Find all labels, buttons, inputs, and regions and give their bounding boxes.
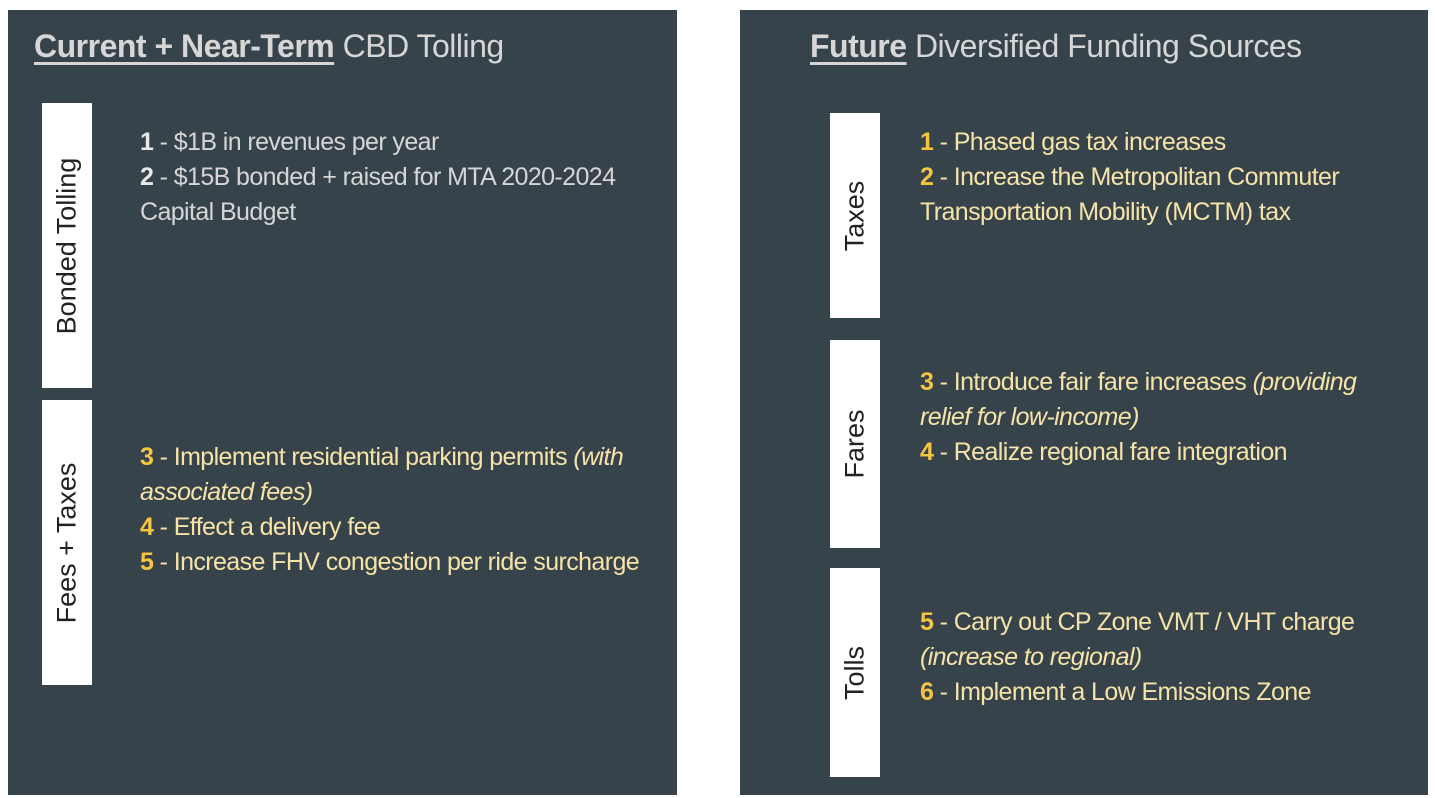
section-items: 5 - Carry out CP Zone VMT / VHT charge (… bbox=[920, 605, 1400, 710]
title-emphasis: Current + Near-Term bbox=[34, 28, 335, 64]
section-items: 1 - Phased gas tax increases 2 - Increase… bbox=[920, 125, 1400, 230]
item-number: 2 bbox=[140, 163, 154, 191]
item-number: 5 bbox=[920, 608, 934, 636]
item-note: (providing relief for low-income) bbox=[920, 368, 1357, 431]
item-text: - Implement a Low Emissions Zone bbox=[933, 678, 1312, 706]
item: 1 - $1B in revenues per year bbox=[140, 125, 640, 160]
item-number: 3 bbox=[920, 368, 934, 396]
item-text: - $1B in revenues per year bbox=[153, 128, 440, 156]
item-number: 4 bbox=[920, 438, 934, 466]
item-number: 2 bbox=[920, 163, 934, 191]
item: 2 - Increase the Metropolitan Commuter T… bbox=[920, 160, 1400, 230]
item-text: - Realize regional fare integration bbox=[933, 438, 1288, 466]
section-label-text: Taxes bbox=[839, 180, 870, 251]
item-text: - Phased gas tax increases bbox=[933, 128, 1227, 156]
item-number: 6 bbox=[920, 678, 934, 706]
section-label-text: Fees + Taxes bbox=[51, 462, 82, 623]
panel-title: Current + Near-Term CBD Tolling bbox=[34, 28, 504, 65]
item-text: - Effect a delivery fee bbox=[153, 513, 381, 541]
item-text: - Increase FHV congestion per ride surch… bbox=[153, 548, 640, 576]
section-label: Taxes bbox=[830, 113, 880, 318]
item-text: - Carry out CP Zone VMT / VHT charge bbox=[933, 608, 1355, 636]
section-label-text: Fares bbox=[839, 409, 870, 479]
item-text: - $15B bonded + raised for MTA 2020-2024… bbox=[140, 163, 616, 226]
item-text: - Introduce fair fare increases bbox=[933, 368, 1253, 396]
item-number: 5 bbox=[140, 548, 154, 576]
section-items: 1 - $1B in revenues per year 2 - $15B bon… bbox=[140, 125, 640, 230]
section-label: Fares bbox=[830, 340, 880, 548]
item-text: - Increase the Metropolitan Commuter Tra… bbox=[920, 163, 1340, 226]
item: 4 - Realize regional fare integration bbox=[920, 435, 1400, 470]
item: 6 - Implement a Low Emissions Zone bbox=[920, 675, 1400, 710]
section-items: 3 - Introduce fair fare increases (provi… bbox=[920, 365, 1400, 470]
item: 4 - Effect a delivery fee bbox=[140, 510, 640, 545]
item-text: - Implement residential parking permits bbox=[153, 443, 574, 471]
title-emphasis: Future bbox=[810, 28, 907, 64]
item-number: 3 bbox=[140, 443, 154, 471]
item-note: (increase to regional) bbox=[920, 643, 1142, 671]
panel-title: Future Diversified Funding Sources bbox=[810, 28, 1302, 65]
section-label: Fees + Taxes bbox=[42, 400, 92, 685]
item: 5 - Increase FHV congestion per ride sur… bbox=[140, 545, 640, 580]
item-note: (with associated fees) bbox=[140, 443, 624, 506]
section-label: Bonded Tolling bbox=[42, 103, 92, 388]
section-label-text: Bonded Tolling bbox=[51, 157, 82, 334]
section-items: 3 - Implement residential parking permit… bbox=[140, 440, 640, 580]
section-label: Tolls bbox=[830, 568, 880, 777]
item-number: 1 bbox=[920, 128, 934, 156]
item: 1 - Phased gas tax increases bbox=[920, 125, 1400, 160]
title-text: CBD Tolling bbox=[334, 28, 505, 64]
panel: Current + Near-Term CBD Tolling Bonded To… bbox=[8, 10, 677, 795]
item: 3 - Introduce fair fare increases (provi… bbox=[920, 365, 1400, 435]
section-label-text: Tolls bbox=[839, 645, 870, 700]
item-number: 1 bbox=[140, 128, 154, 156]
item: 3 - Implement residential parking permit… bbox=[140, 440, 640, 510]
item-number: 4 bbox=[140, 513, 154, 541]
panel: Future Diversified Funding Sources Taxes 1… bbox=[740, 10, 1428, 795]
item: 5 - Carry out CP Zone VMT / VHT charge (… bbox=[920, 605, 1400, 675]
item: 2 - $15B bonded + raised for MTA 2020-20… bbox=[140, 160, 640, 230]
title-text: Diversified Funding Sources bbox=[906, 28, 1302, 64]
